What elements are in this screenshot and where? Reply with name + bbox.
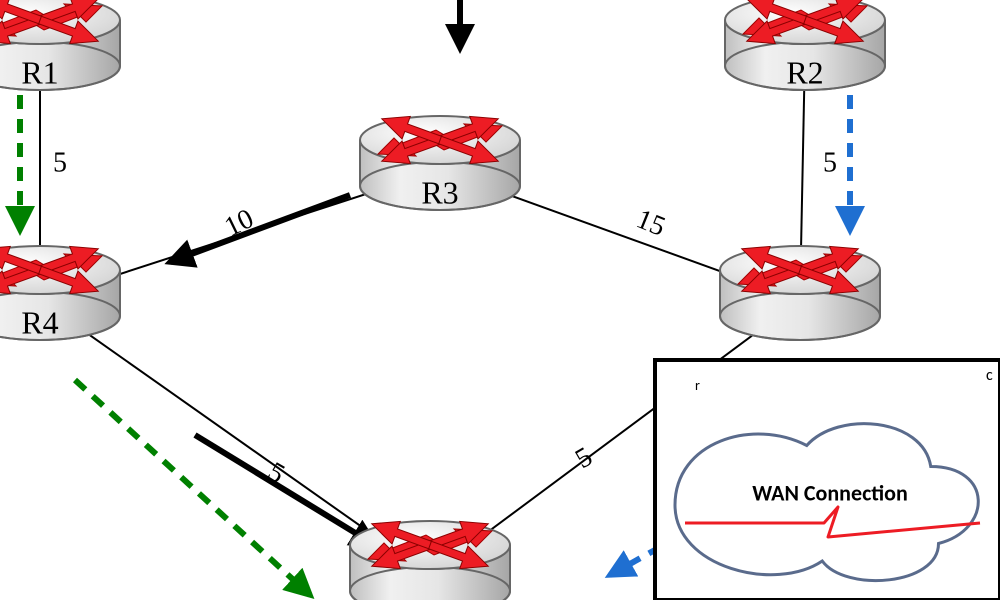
edge-label-R2-R5: 5 xyxy=(823,147,837,178)
wan-label: WAN Connection xyxy=(752,479,908,506)
wan-inset: c r WAN Connection xyxy=(655,360,1000,600)
black-arrow-r4-r6 xyxy=(195,435,375,545)
edge-label-R3-R4: 10 xyxy=(220,203,259,243)
router-label-r3: R3 xyxy=(421,174,458,210)
wan-corner-text-left: r xyxy=(695,377,700,394)
router-r4: R4 xyxy=(0,238,120,341)
svg-text:5: 5 xyxy=(53,147,67,178)
edge-label-R3-R5: 15 xyxy=(632,203,670,242)
edge-label-R5-R6: 5 xyxy=(570,441,598,475)
router-r1: R1 xyxy=(0,0,120,90)
edge-label-R1-R4: 5 xyxy=(53,147,67,178)
svg-text:5: 5 xyxy=(823,147,837,178)
router-label-r1: R1 xyxy=(21,54,58,90)
router-r2: R2 xyxy=(725,0,885,90)
black-arrow-r3-r4 xyxy=(170,195,350,262)
router-r3: R3 xyxy=(360,108,520,211)
router-r6 xyxy=(350,513,510,600)
router-label-r2: R2 xyxy=(786,54,823,90)
svg-text:15: 15 xyxy=(632,203,670,242)
router-label-r4: R4 xyxy=(21,304,58,340)
svg-text:10: 10 xyxy=(220,203,259,243)
svg-text:5: 5 xyxy=(570,441,598,475)
wan-corner-text: c xyxy=(986,366,993,385)
router-r5 xyxy=(720,238,880,340)
